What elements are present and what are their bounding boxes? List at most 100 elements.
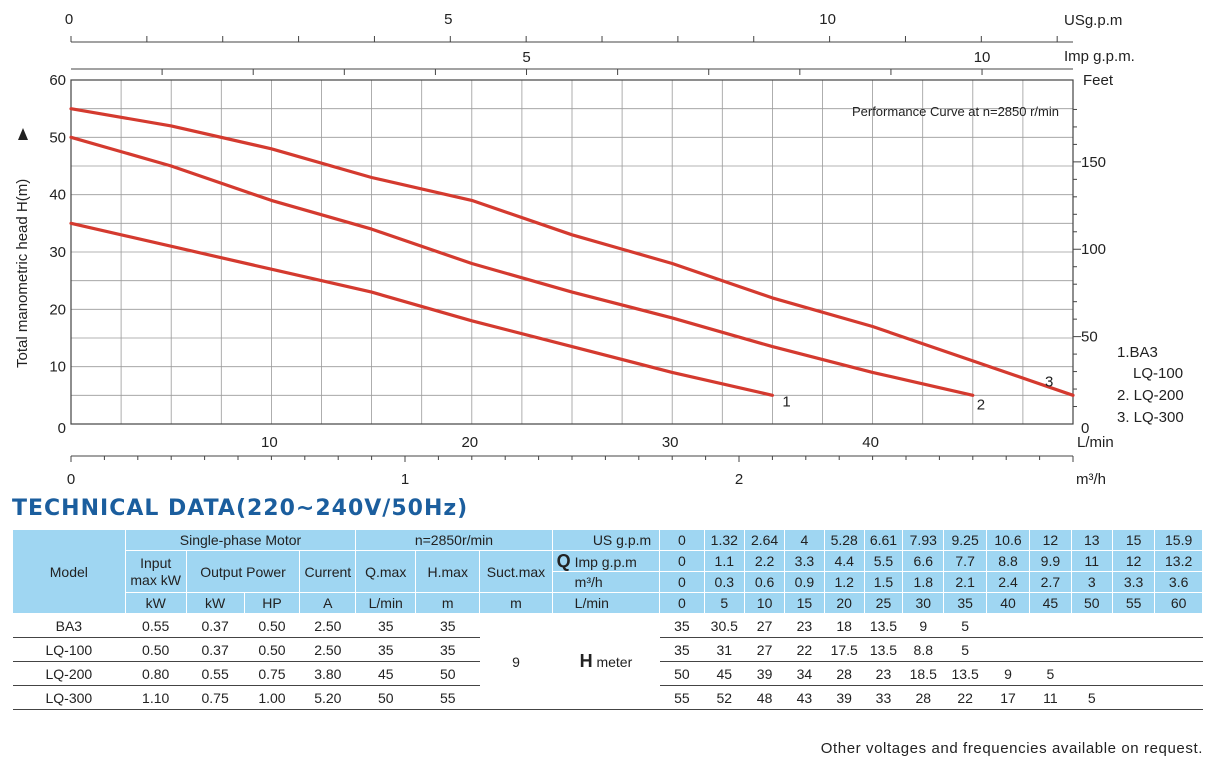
table-cell: 5.20 (299, 685, 356, 710)
table-cell: LQ-100 (12, 637, 126, 662)
table-cell (1154, 637, 1203, 662)
m3h-11: 3.3 (1111, 571, 1156, 593)
impgpm-11: 12 (1111, 550, 1156, 572)
table-cell (1154, 613, 1203, 638)
impgpm-6: 6.6 (902, 550, 945, 572)
table-cell: 50 (659, 661, 705, 686)
right-tick-label: 150 (1081, 154, 1106, 171)
x-tick-label: 40 (862, 434, 879, 451)
kw-unit-2: kW (185, 592, 245, 614)
table-cell (1112, 637, 1155, 662)
usgpm-8: 10.6 (985, 529, 1031, 551)
top-axis-usgpm-label: USg.p.m (1064, 12, 1122, 29)
footnote: Other voltages and frequencies available… (820, 740, 1203, 757)
model-header: Model (12, 529, 126, 614)
q-letter: Q (556, 550, 571, 571)
suct-value: 9 (479, 613, 553, 710)
table-cell: 2.50 (299, 637, 356, 662)
table-cell: 9 (902, 613, 944, 638)
top-axis-impgpm-label: Imp g.p.m. (1064, 48, 1135, 65)
m3h-1: 0.3 (703, 571, 745, 593)
table-cell: 0.55 (125, 613, 187, 638)
lmin-5: 25 (863, 592, 904, 614)
lmin-1: 5 (703, 592, 745, 614)
y-tick-label: 40 (49, 187, 66, 204)
table-cell: 13.5 (864, 613, 903, 638)
table-cell: 13.5 (943, 661, 987, 686)
lmin-7: 35 (943, 592, 987, 614)
series-end-label-3: 3 (1045, 373, 1053, 390)
table-cell: 35 (415, 637, 480, 662)
table-row: LQ-200 0.80 0.55 0.75 3.80 45 50 50 45 39 34 28 23 1… (12, 661, 1203, 686)
table-cell (1071, 637, 1113, 662)
impgpm-9: 9.9 (1029, 550, 1072, 572)
m3h-7: 2.1 (943, 571, 987, 593)
table-cell: 0.50 (125, 637, 187, 662)
table-cell: 0.75 (244, 661, 300, 686)
technical-data-table: Model Single-phase Motor n=2850r/min US … (12, 529, 1203, 710)
legend-item-2: LQ-100 (1133, 365, 1183, 382)
impgpm-1: 1.1 (703, 550, 745, 572)
table-cell (1029, 613, 1072, 638)
table-cell: 55 (415, 685, 480, 710)
y-axis-arrow-icon (18, 128, 28, 140)
table-cell (986, 637, 1030, 662)
table-cell (1112, 661, 1155, 686)
table-cell: 28 (902, 685, 944, 710)
usgpm-0: 0 (659, 529, 705, 551)
x-tick-label: 30 (662, 434, 679, 451)
m3h-5: 1.5 (863, 571, 904, 593)
right-tick-label: 0 (1081, 420, 1089, 437)
plot-frame (70, 79, 1074, 425)
table-cell: 28 (824, 661, 865, 686)
table-cell (1112, 613, 1155, 638)
m3h-tick-label: 2 (735, 471, 743, 488)
y-tick-label: 10 (49, 359, 66, 376)
table-cell: 17 (986, 685, 1030, 710)
usgpm-4: 5.28 (823, 529, 865, 551)
m3h-9: 2.7 (1029, 571, 1072, 593)
output-header: Output Power (185, 550, 301, 593)
m3h-6: 1.8 (902, 571, 945, 593)
table-cell: 11 (1029, 685, 1072, 710)
table-cell: 17.5 (824, 637, 865, 662)
table-cell: 39 (824, 685, 865, 710)
usgpm-tick-label: 0 (65, 11, 73, 28)
legend: 1.BA3 LQ-100 2. LQ-200 3. LQ-300 (1117, 344, 1184, 426)
h-meter-label: H meter (552, 613, 660, 710)
table-cell: 0.55 (186, 661, 245, 686)
table-cell: 52 (704, 685, 745, 710)
a-unit: A (299, 592, 357, 614)
lmin-3: 15 (784, 592, 825, 614)
impgpm-3: 3.3 (784, 550, 825, 572)
table-cell: 18 (824, 613, 865, 638)
lmin-10: 50 (1070, 592, 1113, 614)
lmin-unit: L/min (355, 592, 417, 614)
lmin-0: 0 (659, 592, 705, 614)
table-cell: 9 (986, 661, 1030, 686)
table-cell: 0.37 (186, 637, 245, 662)
table-cell: 22 (784, 637, 825, 662)
hmax-header: H.max (415, 550, 481, 593)
m-unit-2: m (479, 592, 553, 614)
table-cell (1071, 661, 1113, 686)
lmin-12: 60 (1154, 592, 1203, 614)
impgpm-10: 11 (1070, 550, 1113, 572)
m3h-2: 0.6 (743, 571, 786, 593)
m3h-8: 2.4 (985, 571, 1031, 593)
table-cell: 31 (704, 637, 745, 662)
table-cell: 23 (784, 613, 825, 638)
table-cell (1154, 661, 1203, 686)
top-axes: 0 5 10 5 10 (65, 11, 1073, 75)
table-cell: 5 (1071, 685, 1113, 710)
m3h-tick-label: 0 (67, 471, 75, 488)
m-unit: m (415, 592, 481, 614)
y-tick-label: 0 (58, 420, 66, 437)
table-cell: 18.5 (902, 661, 944, 686)
lmin-8: 40 (985, 592, 1031, 614)
usgpm-7: 9.25 (943, 529, 987, 551)
impgpm-tick-label: 10 (974, 49, 991, 66)
right-tick-label: 50 (1081, 329, 1098, 346)
usgpm-1: 1.32 (703, 529, 745, 551)
